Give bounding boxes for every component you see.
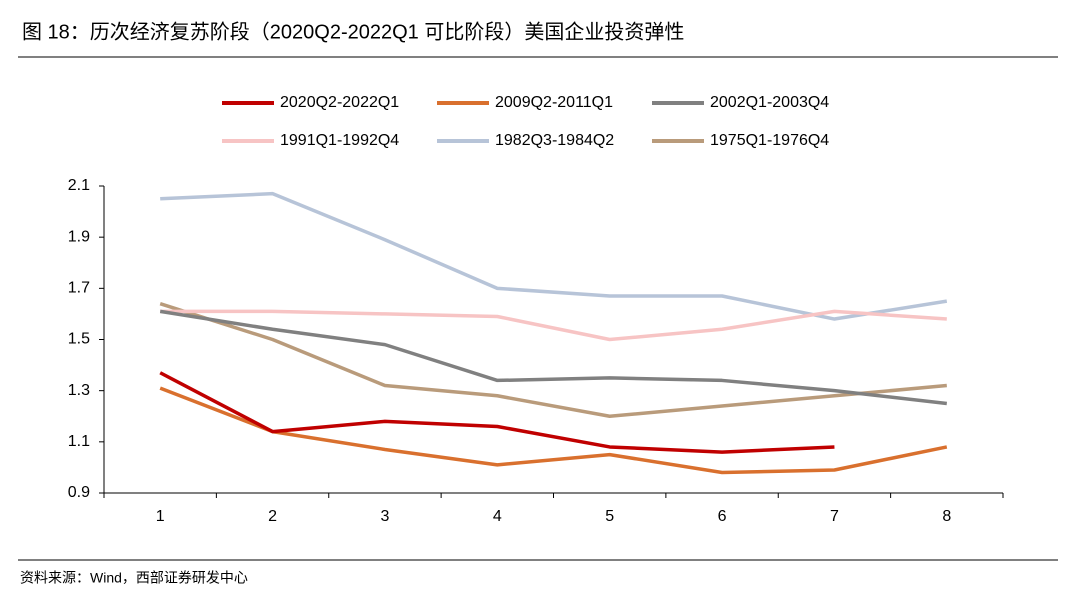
- legend-label: 2002Q1-2003Q4: [710, 94, 829, 111]
- x-tick-label: 5: [605, 508, 614, 525]
- series-line: [159, 302, 947, 418]
- y-tick-label: 1.7: [68, 280, 90, 297]
- legend-label: 2009Q2-2011Q1: [495, 94, 613, 111]
- x-tick-label: 7: [830, 508, 839, 525]
- series-line: [159, 386, 948, 475]
- x-tick-label: 3: [380, 508, 389, 525]
- y-tick-label: 1.1: [68, 433, 90, 450]
- series-line: [160, 191, 948, 321]
- legend-label: 1975Q1-1976Q4: [710, 132, 829, 149]
- source: 资料来源：Wind，西部证券研发中心: [20, 570, 248, 586]
- y-tick-label: 1.3: [68, 382, 90, 399]
- chart-title: 图 18：历次经济复苏阶段（2020Q2-2022Q1 可比阶段）美国企业投资弹…: [22, 20, 684, 43]
- x-tick-label: 8: [942, 508, 951, 525]
- y-tick-label: 2.1: [68, 177, 90, 194]
- series-line: [159, 371, 835, 454]
- legend-label: 1982Q3-1984Q2: [495, 132, 614, 149]
- series-line: [160, 309, 947, 342]
- y-tick-label: 1.9: [68, 228, 90, 245]
- x-tick-label: 4: [493, 508, 502, 525]
- x-tick-label: 1: [156, 508, 165, 525]
- series-line: [159, 309, 948, 406]
- x-tick-label: 2: [268, 508, 277, 525]
- x-tick-label: 6: [718, 508, 727, 525]
- y-tick-label: 1.5: [68, 331, 90, 348]
- legend-label: 1991Q1-1992Q4: [280, 132, 399, 149]
- y-tick-label: 0.9: [68, 484, 90, 501]
- legend-label: 2020Q2-2022Q1: [280, 94, 399, 111]
